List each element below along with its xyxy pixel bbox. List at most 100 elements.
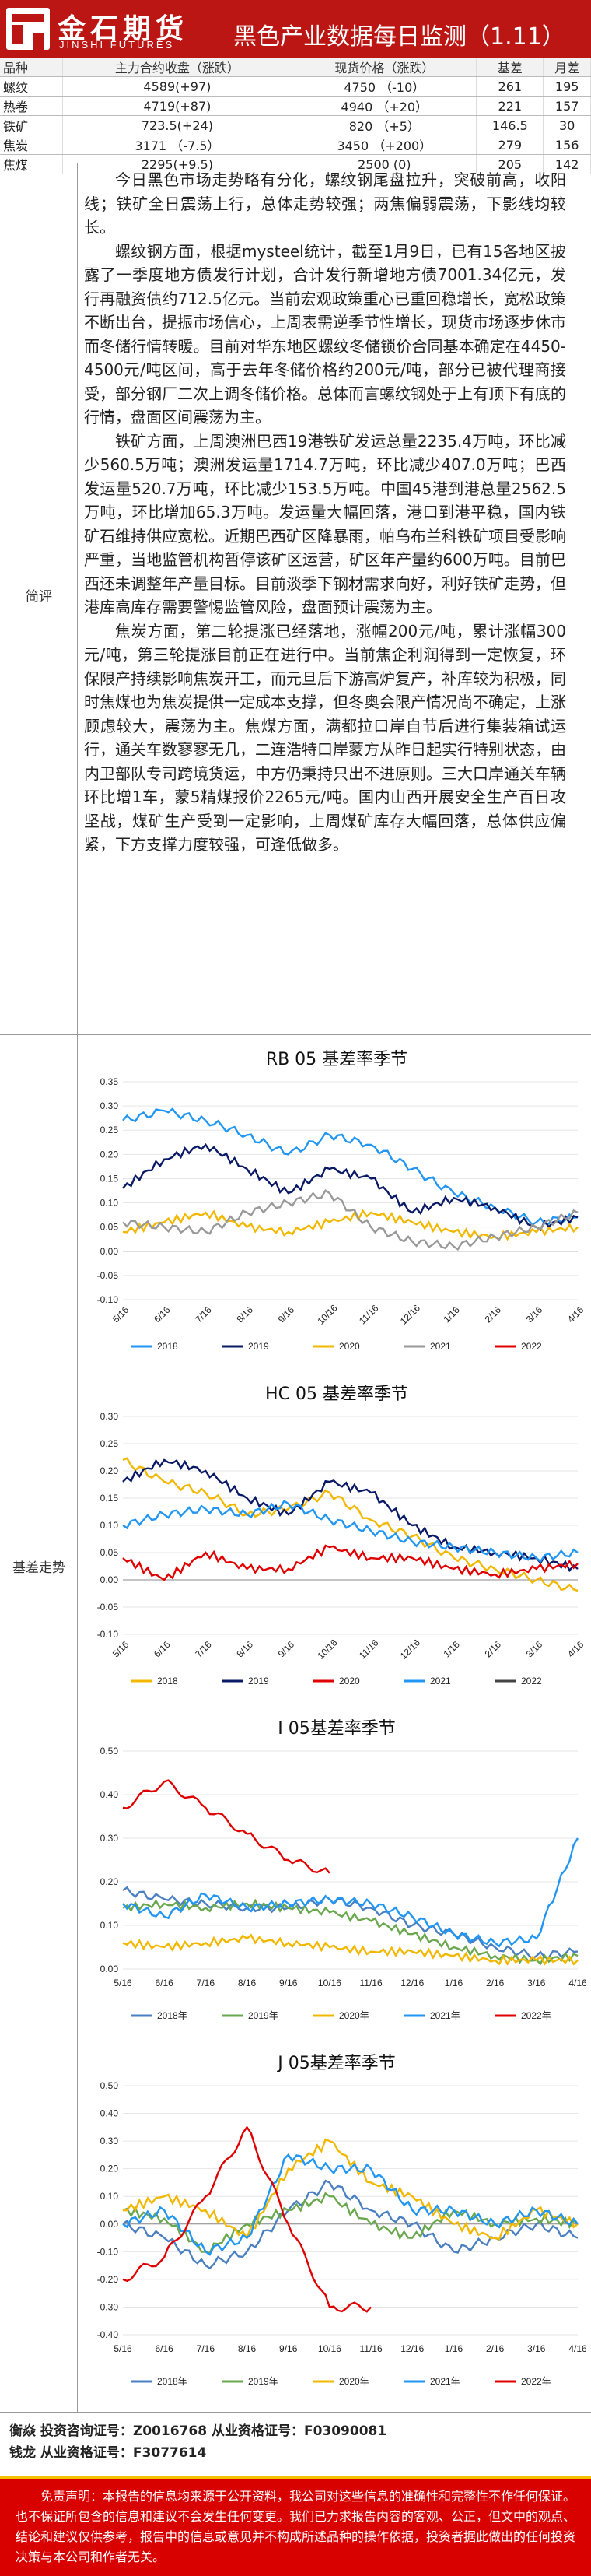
side-column	[0, 1035, 78, 2412]
y-tick-label: 0.15	[100, 1493, 119, 1504]
y-tick-label: 0.50	[100, 1746, 119, 1757]
x-tick-label: 1/16	[445, 1978, 463, 1988]
legend-label: 2021年	[430, 2010, 460, 2021]
y-tick-label: 0.10	[100, 2191, 119, 2202]
y-tick-label: -0.05	[97, 1270, 119, 1281]
chart-j05: J 05基差率季节 -0.40 -0.30 -0.20 -0.10 0.00 0.10 0.2…	[84, 2047, 589, 2405]
y-tick-label: 0.05	[100, 1222, 119, 1233]
legend-label: 2019	[248, 1341, 269, 1352]
y-tick-label: 0.05	[100, 1547, 119, 1558]
x-tick-label: 10/16	[316, 1637, 340, 1661]
y-tick-label: -0.10	[97, 2246, 119, 2257]
x-tick-label: 8/16	[238, 2343, 257, 2354]
table-cell: 4719(+87)	[62, 96, 293, 116]
legend-label: 2018	[157, 1676, 178, 1686]
table-cell: 2500 (0)	[292, 154, 477, 174]
series-line-2021	[122, 1189, 579, 1251]
price-table: 品种 主力合约收盘（涨跌） 现货价格（涨跌） 基差 月差 螺纹 4589(+97)…	[0, 58, 591, 174]
chart-hc05: HC 05 基差率季节 -0.10 -0.05 0.00 0.05 0.10 0.15 0.2…	[84, 1377, 589, 1704]
x-tick-label: 8/16	[238, 1978, 257, 1988]
x-tick-label: 4/16	[568, 1978, 587, 1988]
y-tick-label: 0.40	[100, 1789, 119, 1800]
column-header: 品种	[0, 58, 63, 77]
chart-title: RB 05 基差率季节	[266, 1050, 407, 1069]
report-title: 黑色产业数据每日监测（1.11）	[233, 23, 565, 51]
series-line-2020年	[122, 2138, 579, 2241]
x-tick-label: 10/16	[318, 2343, 341, 2354]
x-tick-label: 3/16	[524, 1304, 545, 1325]
table-cell: 261	[476, 76, 544, 97]
x-tick-label: 12/16	[398, 1637, 422, 1661]
x-tick-label: 11/16	[357, 1637, 381, 1662]
x-tick-label: 9/16	[279, 2343, 298, 2354]
logo-icon	[6, 8, 50, 50]
y-tick-label: 0.30	[100, 1100, 119, 1111]
logo-en: JINSHI FUTURES	[59, 39, 175, 51]
legend-label: 2018年	[157, 2376, 187, 2387]
y-tick-label: 0.00	[100, 1246, 119, 1257]
y-tick-label: 0.35	[100, 1076, 119, 1087]
x-tick-label: 5/16	[110, 1304, 131, 1325]
table-cell: 3450 （+200）	[292, 135, 477, 155]
chart-hc05-svg: HC 05 基差率季节 -0.10 -0.05 0.00 0.05 0.10 0.15 0.2…	[97, 1385, 586, 1686]
column-header: 主力合约收盘（涨跌）	[62, 58, 293, 77]
x-tick-label: 11/16	[360, 2343, 383, 2354]
table-cell: 铁矿	[0, 115, 63, 135]
y-tick-label: 0.10	[100, 1198, 119, 1209]
legend-label: 2021年	[430, 2376, 460, 2387]
column-header: 月差	[543, 58, 591, 77]
x-tick-label: 4/16	[565, 1304, 586, 1325]
x-tick-label: 2/16	[483, 1639, 504, 1660]
chart-i05: I 05基差率季节 0.00 0.10 0.20 0.30 0.40 0.50 5/16 6/1…	[84, 1712, 589, 2039]
legend-label: 2019年	[248, 2376, 278, 2387]
table-cell: 30	[543, 115, 591, 135]
table-cell: 195	[543, 76, 591, 97]
table-cell: 4940 （+20）	[292, 96, 477, 116]
table-row: 螺纹 4589(+97) 4750 （-10） 261 195	[0, 76, 591, 97]
table-cell: 螺纹	[0, 76, 63, 97]
company-logo: 金石期货 JINSHI FUTURES	[6, 5, 201, 53]
y-tick-label: 0.20	[100, 1876, 119, 1887]
table-row: 焦炭 3171 （-7.5） 3450 （+200） 279 156	[0, 135, 591, 155]
y-tick-label: -0.10	[97, 1294, 119, 1305]
table-cell: 4589(+97)	[62, 76, 293, 97]
x-tick-label: 5/16	[110, 1639, 131, 1660]
y-tick-label: 0.00	[100, 1964, 119, 1974]
y-tick-label: -0.40	[97, 2329, 119, 2340]
series-line-2018	[122, 1107, 579, 1227]
x-tick-label: 6/16	[152, 1639, 173, 1660]
table-cell: 2295(+9.5)	[62, 154, 293, 174]
analyst-line: 钱龙 从业资格证号：F3077614	[9, 2445, 207, 2461]
legend-label: 2020年	[339, 2376, 369, 2387]
disclaimer: 免责声明：本报告的信息均来源于公开资料，我公司对这些信息的准确性和完整性不作任何…	[0, 2476, 591, 2576]
logo-cn: 金石期货	[58, 13, 189, 45]
legend-label: 2021	[430, 1341, 451, 1352]
series-line-2020	[122, 1544, 579, 1581]
chart-title: J 05基差率季节	[276, 2054, 395, 2073]
legend-label: 2018	[157, 1341, 178, 1352]
series-line-2021年	[122, 1837, 579, 1948]
x-tick-label: 6/16	[156, 1978, 174, 1988]
y-tick-label: 0.00	[100, 1574, 119, 1585]
x-tick-label: 4/16	[568, 2343, 587, 2354]
series-line-2019年	[122, 1898, 579, 1965]
chart-j05-svg: J 05基差率季节 -0.40 -0.30 -0.20 -0.10 0.00 0.10 0.2…	[97, 2054, 587, 2387]
y-tick-label: -0.20	[97, 2274, 119, 2285]
paragraph: 铁矿方面，上周澳洲巴西19港铁矿发运总量2235.4万吨，环比减少560.5万吨…	[84, 431, 566, 617]
x-tick-label: 8/16	[235, 1304, 256, 1325]
x-tick-label: 11/16	[357, 1303, 381, 1327]
table-cell: 焦炭	[0, 135, 63, 155]
chart-i05-svg: I 05基差率季节 0.00 0.10 0.20 0.30 0.40 0.50 5/16 6/1…	[100, 1719, 587, 2021]
table-cell: 3171 （-7.5）	[62, 135, 293, 155]
table-cell: 205	[476, 154, 544, 174]
y-tick-label: 0.20	[100, 1149, 119, 1160]
x-tick-label: 10/16	[318, 1978, 341, 1988]
column-header: 现货价格（涨跌）	[292, 58, 477, 77]
legend-label: 2022	[521, 1676, 542, 1686]
series-line-2021年	[122, 2153, 579, 2256]
x-tick-label: 12/16	[398, 1302, 422, 1326]
x-tick-label: 6/16	[152, 1304, 173, 1325]
legend-label: 2018年	[157, 2010, 187, 2021]
x-tick-label: 9/16	[276, 1304, 297, 1325]
basis-section: 基差走势	[0, 1035, 591, 2413]
